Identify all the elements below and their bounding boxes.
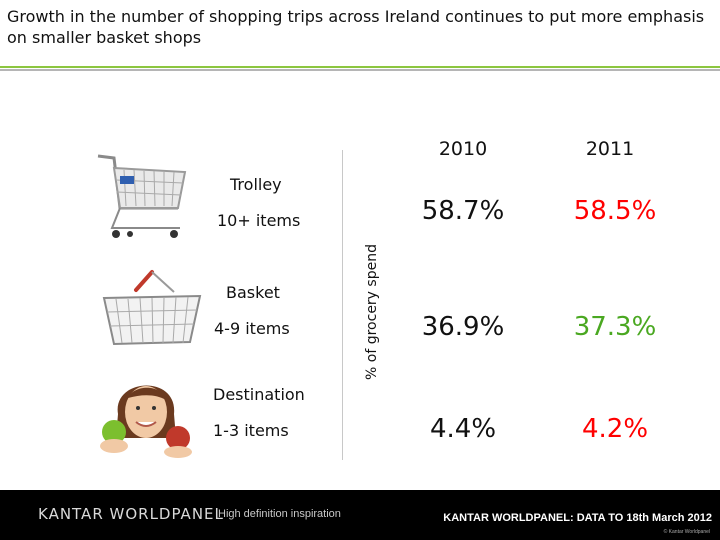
shopping-basket-icon bbox=[102, 270, 202, 346]
row-trolley-2011-value: 58.5% bbox=[573, 196, 657, 226]
slide-title: Growth in the number of shopping trips a… bbox=[7, 7, 705, 47]
kantar-worldpanel-logo: KANTAR WORLDPANEL bbox=[38, 505, 224, 523]
row-trolley-2010-value: 58.7% bbox=[421, 196, 505, 226]
row-basket-name: Basket bbox=[226, 283, 280, 302]
row-basket-range: 4-9 items bbox=[214, 319, 290, 338]
axis-divider bbox=[342, 150, 343, 460]
row-basket-2010-value: 36.9% bbox=[421, 312, 505, 342]
column-header-2011: 2011 bbox=[585, 138, 635, 160]
row-destination-range: 1-3 items bbox=[213, 421, 289, 440]
woman-with-apples-photo bbox=[100, 385, 192, 458]
footer-bar bbox=[0, 490, 720, 540]
row-trolley-range: 10+ items bbox=[217, 211, 301, 230]
title-divider-grey bbox=[0, 69, 720, 71]
title-divider-green bbox=[0, 66, 720, 68]
row-destination-2010-value: 4.4% bbox=[429, 414, 497, 444]
row-basket-2011-value: 37.3% bbox=[573, 312, 657, 342]
copyright-note: © Kantar Worldpanel bbox=[663, 529, 710, 535]
column-header-2010: 2010 bbox=[438, 138, 488, 160]
data-source-note: KANTAR WORLDPANEL: DATA TO 18th March 20… bbox=[443, 512, 712, 524]
row-trolley-name: Trolley bbox=[230, 175, 282, 194]
y-axis-label: % of grocery spend bbox=[364, 244, 380, 380]
footer-tagline: High definition inspiration bbox=[218, 508, 341, 520]
row-destination-name: Destination bbox=[213, 385, 305, 404]
shopping-trolley-icon bbox=[97, 154, 187, 238]
row-destination-2011-value: 4.2% bbox=[581, 414, 649, 444]
